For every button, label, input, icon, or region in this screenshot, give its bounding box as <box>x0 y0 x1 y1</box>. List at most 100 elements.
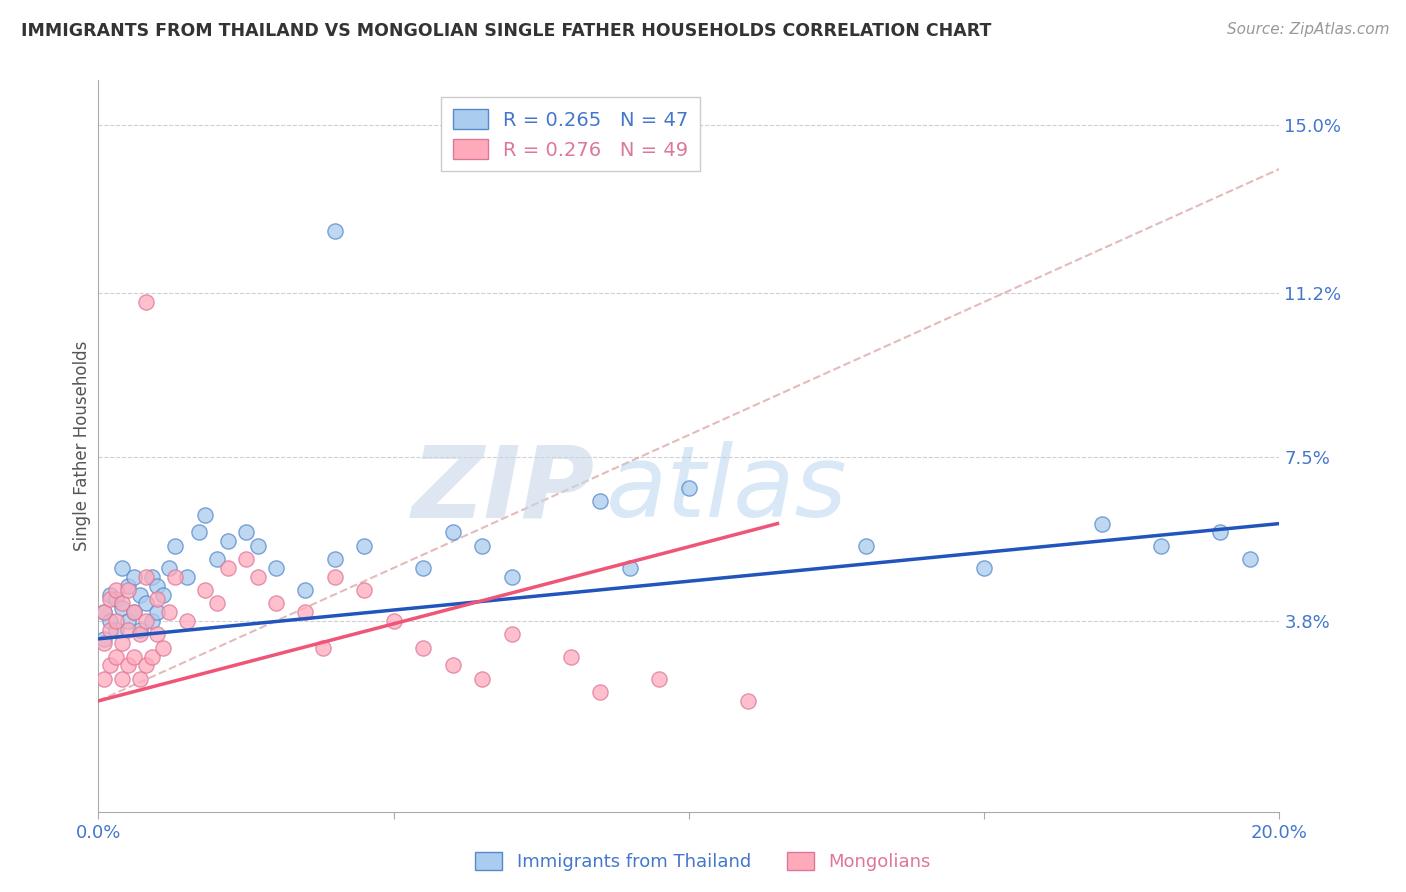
Point <box>98 623 121 637</box>
Point <box>194 583 217 598</box>
Point <box>217 534 239 549</box>
Point <box>105 583 128 598</box>
Point <box>146 591 169 606</box>
Point <box>1091 516 1114 531</box>
Point <box>589 494 612 508</box>
Point <box>117 614 139 628</box>
Point <box>152 640 174 655</box>
Point <box>678 481 700 495</box>
Point <box>165 570 187 584</box>
Point <box>117 623 139 637</box>
Point <box>122 605 145 619</box>
Point <box>122 649 145 664</box>
Point <box>111 672 134 686</box>
Point <box>471 539 494 553</box>
Point <box>264 561 287 575</box>
Point <box>105 591 128 606</box>
Point <box>165 539 187 553</box>
Point <box>176 614 198 628</box>
Point <box>323 552 346 566</box>
Point <box>117 579 139 593</box>
Point <box>111 596 134 610</box>
Point <box>471 672 494 686</box>
Point <box>205 596 228 610</box>
Point <box>294 605 316 619</box>
Point <box>105 614 128 628</box>
Point <box>648 672 671 686</box>
Point <box>194 508 217 522</box>
Point <box>141 570 163 584</box>
Point <box>111 600 134 615</box>
Point <box>560 649 582 664</box>
Point <box>441 658 464 673</box>
Point <box>128 672 150 686</box>
Point <box>235 525 257 540</box>
Point <box>93 672 115 686</box>
Point <box>117 583 139 598</box>
Text: atlas: atlas <box>606 442 848 539</box>
Point <box>973 561 995 575</box>
Point <box>93 605 115 619</box>
Point <box>1239 552 1261 566</box>
Point <box>323 224 346 238</box>
Point <box>589 685 612 699</box>
Point <box>93 636 115 650</box>
Point <box>217 561 239 575</box>
Point <box>205 552 228 566</box>
Point <box>135 294 157 309</box>
Point <box>122 570 145 584</box>
Point <box>1150 539 1173 553</box>
Point <box>294 583 316 598</box>
Point <box>111 561 134 575</box>
Point <box>855 539 877 553</box>
Point <box>117 658 139 673</box>
Point <box>737 694 759 708</box>
Point <box>98 587 121 601</box>
Legend: R = 0.265   N = 47, R = 0.276   N = 49: R = 0.265 N = 47, R = 0.276 N = 49 <box>441 97 700 171</box>
Point <box>382 614 405 628</box>
Point <box>187 525 209 540</box>
Point <box>157 605 180 619</box>
Point <box>412 640 434 655</box>
Point <box>323 570 346 584</box>
Point <box>135 658 157 673</box>
Point <box>128 587 150 601</box>
Point <box>235 552 257 566</box>
Point <box>93 605 115 619</box>
Point <box>157 561 180 575</box>
Point <box>152 587 174 601</box>
Point <box>176 570 198 584</box>
Text: ZIP: ZIP <box>412 442 595 539</box>
Point <box>98 614 121 628</box>
Point <box>264 596 287 610</box>
Point <box>619 561 641 575</box>
Point <box>146 605 169 619</box>
Point <box>412 561 434 575</box>
Point <box>141 649 163 664</box>
Legend: Immigrants from Thailand, Mongolians: Immigrants from Thailand, Mongolians <box>468 846 938 879</box>
Point <box>93 632 115 646</box>
Point <box>135 614 157 628</box>
Point <box>105 623 128 637</box>
Point <box>135 570 157 584</box>
Point <box>312 640 335 655</box>
Text: IMMIGRANTS FROM THAILAND VS MONGOLIAN SINGLE FATHER HOUSEHOLDS CORRELATION CHART: IMMIGRANTS FROM THAILAND VS MONGOLIAN SI… <box>21 22 991 40</box>
Text: Source: ZipAtlas.com: Source: ZipAtlas.com <box>1226 22 1389 37</box>
Point <box>1209 525 1232 540</box>
Point <box>246 539 269 553</box>
Point <box>501 570 523 584</box>
Point <box>135 596 157 610</box>
Point <box>246 570 269 584</box>
Point <box>353 583 375 598</box>
Point <box>122 605 145 619</box>
Point <box>98 591 121 606</box>
Point <box>501 627 523 641</box>
Point <box>128 627 150 641</box>
Point <box>146 627 169 641</box>
Point <box>353 539 375 553</box>
Point <box>111 636 134 650</box>
Point <box>441 525 464 540</box>
Point <box>146 579 169 593</box>
Point <box>105 649 128 664</box>
Point <box>128 623 150 637</box>
